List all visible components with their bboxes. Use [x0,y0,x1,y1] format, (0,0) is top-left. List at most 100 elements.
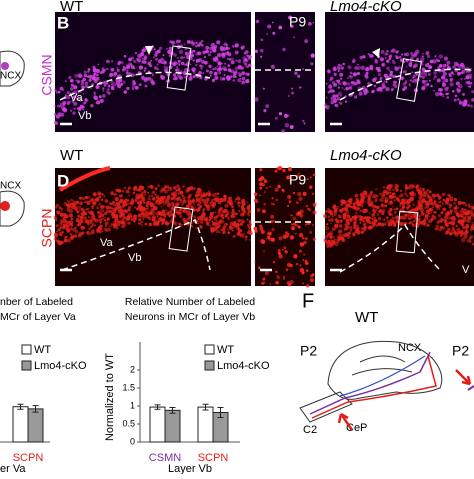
cell [126,70,128,72]
cell [291,214,293,216]
cell [74,74,78,78]
cell [256,20,259,23]
cell [327,240,331,244]
cell [105,225,107,227]
cell [327,208,330,211]
cell [79,201,83,205]
cell [271,238,275,242]
cell [409,184,412,187]
cell [468,205,470,207]
cell [386,81,388,83]
cell [170,220,173,223]
cell [276,199,278,201]
genotype: Lmo4-cKO [330,147,402,164]
cell [278,166,282,170]
cell [455,95,458,98]
cell [64,213,67,216]
cell [438,214,441,217]
genotype: WT [60,147,83,164]
cell [447,65,449,67]
y-tick-label: 2 [130,364,135,374]
cell [210,75,212,77]
cell [272,197,274,199]
cell [133,192,135,194]
icon-dot [1,62,9,70]
cell [177,189,180,192]
cell [465,75,469,79]
cell [349,75,353,79]
cell [281,129,285,133]
cell [340,78,342,80]
cell [470,227,473,230]
cell [241,81,245,85]
cell [152,191,155,194]
cell [220,46,224,50]
cell [432,194,436,198]
cell [334,209,337,212]
cell [126,87,129,90]
cell [366,217,368,219]
cell [289,264,293,268]
cell [194,217,196,219]
icon-dot [0,201,10,211]
cell [94,92,96,94]
cell [456,225,458,227]
cell [143,48,147,52]
cell [183,220,186,223]
cell [157,50,161,54]
cell [235,59,237,61]
cell [296,263,298,265]
cell [195,227,197,229]
cell [403,82,407,86]
cell [376,206,379,209]
cell [98,64,100,66]
cell [346,214,350,218]
cell [133,190,135,192]
cell [445,232,447,234]
cell [214,72,218,76]
cell [300,209,304,213]
cell [239,74,242,77]
cell [271,228,274,231]
cell [299,86,301,88]
cell [158,198,162,202]
cell [337,236,341,240]
cell [195,45,197,47]
cell [180,224,183,227]
cell [238,210,240,212]
cell [453,231,457,235]
cell [56,92,58,94]
cell [385,205,387,207]
cell [161,58,164,61]
cell [135,200,137,202]
cell [142,58,144,60]
cell [468,212,470,214]
cell [374,85,376,87]
cell [294,72,297,75]
cell [420,57,424,61]
cell [83,78,86,81]
cell [88,68,91,71]
cell [332,228,335,231]
cell [327,217,329,219]
cell [245,50,248,53]
cell [64,110,66,112]
cell [242,207,246,211]
cell [332,94,336,98]
cell [442,208,446,212]
cell [220,77,222,79]
cell [70,79,73,82]
cell [248,204,251,207]
cell [97,191,101,195]
cell [245,238,247,240]
cell [180,201,182,203]
cell [403,70,406,73]
cell [396,207,399,210]
cell [200,202,202,204]
cell [385,53,388,56]
cell [286,268,289,271]
cell [126,217,130,221]
cell [78,74,82,78]
cell [254,261,256,263]
cell [153,224,155,226]
